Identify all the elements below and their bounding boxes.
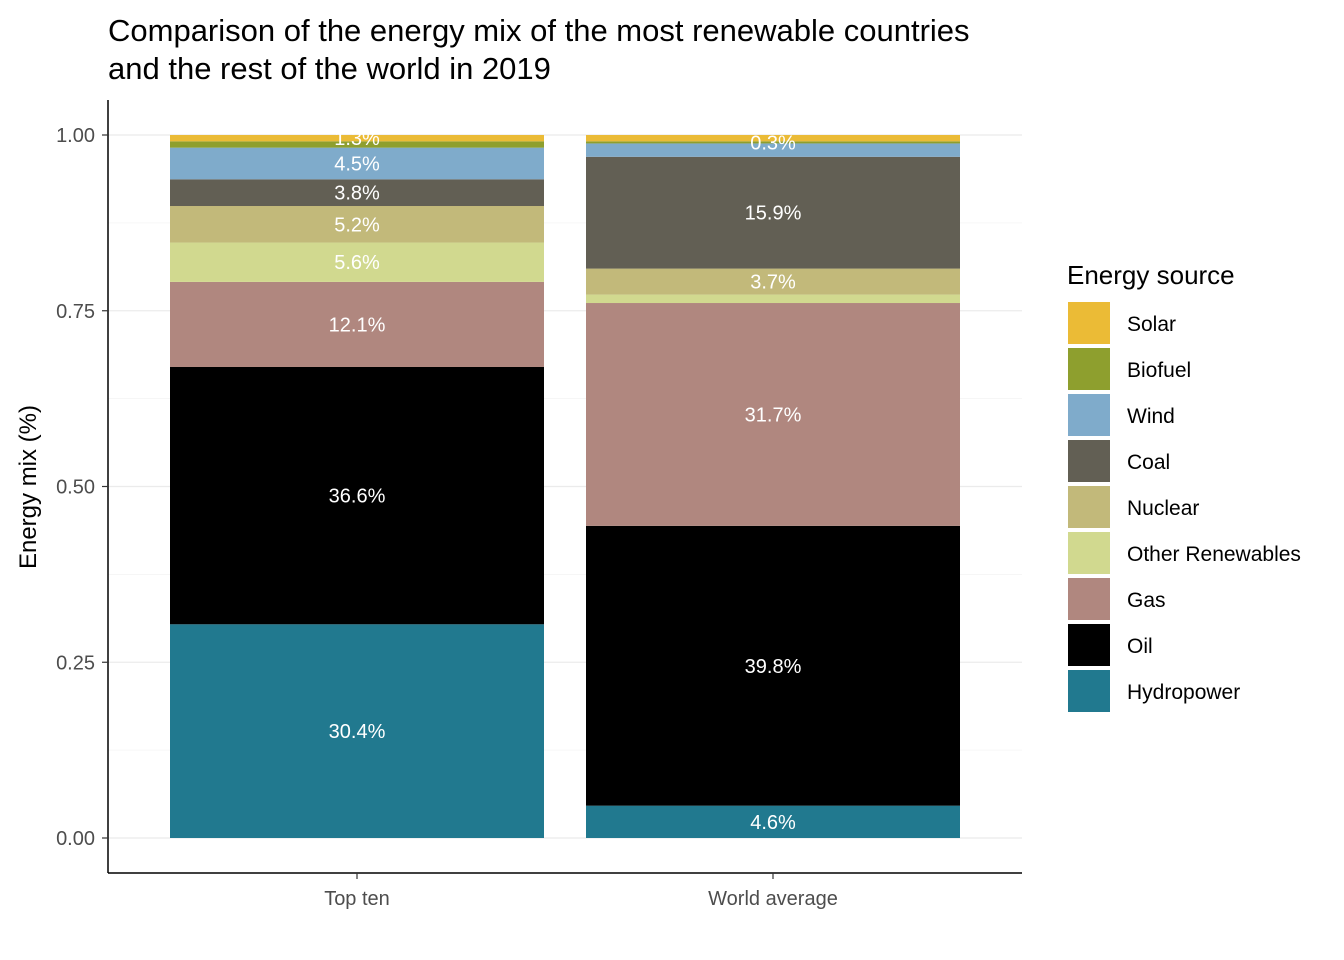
legend-swatch-oil [1068,624,1110,666]
x-tick-label-1: World average [708,888,838,910]
bar-segment-gas-1 [586,303,960,526]
bar-segment-biofuel-0 [170,141,544,148]
data-label-hydropower-0: 30.4% [329,721,386,743]
legend-label-other-renewables: Other Renewables [1127,543,1301,566]
y-tick-label-0: 0.00 [56,828,95,850]
legend-label-biofuel: Biofuel [1127,359,1191,382]
y-tick-label-2: 0.50 [56,477,95,499]
bar-segments [170,135,960,838]
bar-segment-other-renewables-1 [586,294,960,304]
legend-title: Energy source [1067,260,1235,290]
bar-segment-gas-0 [170,281,544,367]
data-label-gas-0: 12.1% [329,314,386,336]
axes: 0.00 0.25 0.50 0.75 1.00 Top ten World average [56,100,1022,910]
data-label-oil-0: 36.6% [329,486,386,508]
legend-label-gas: Gas [1127,589,1166,612]
data-label-nuclear-0: 5.2% [334,214,380,236]
legend-swatch-wind [1068,394,1110,436]
data-label-wind-0: 4.5% [334,153,380,175]
legend-swatch-hydropower [1068,670,1110,712]
y-tick-label-4: 1.00 [56,125,95,147]
legend-swatch-other-renewables [1068,532,1110,574]
legend-label-hydropower: Hydropower [1127,681,1240,704]
data-label-solar-0: 1.3% [334,128,380,150]
bar-segment-wind-0 [170,147,544,180]
legend-swatch-coal [1068,440,1110,482]
bar-segment-hydropower-0 [170,624,544,838]
bar-segment-biofuel-1 [586,141,960,144]
y-tick-label-1: 0.25 [56,652,95,674]
bar-segment-oil-0 [170,366,544,625]
data-label-nuclear-1: 3.7% [750,272,796,294]
bar-segment-nuclear-0 [170,206,544,243]
data-label-coal-1: 15.9% [745,203,802,225]
legend-swatch-solar [1068,302,1110,344]
y-axis-title: Energy mix (%) [15,405,42,569]
legend-label-oil: Oil [1127,635,1153,658]
data-label-biofuel-1: 0.3% [750,132,796,154]
legend-swatch-nuclear [1068,486,1110,528]
x-tick-label-0: Top ten [324,888,390,910]
data-label-coal-0: 3.8% [334,183,380,205]
chart-title-line-1: Comparison of the energy mix of the most… [108,13,970,48]
legend-swatch-biofuel [1068,348,1110,390]
legend-label-nuclear: Nuclear [1127,497,1199,520]
bar-segment-hydropower-1 [586,805,960,838]
bar-segment-solar-0 [170,135,544,142]
legend-label-wind: Wind [1127,405,1175,428]
bar-segment-wind-1 [586,143,960,157]
data-label-gas-1: 31.7% [745,404,802,426]
legend-swatch-gas [1068,578,1110,620]
bar-segment-nuclear-1 [586,268,960,295]
segment-labels: 30.4% 36.6% 12.1% 5.6% 5.2% 3.8% 4.5% 1.3% 4.6% 3… [329,128,802,834]
bar-segment-other-renewables-0 [170,242,544,282]
data-label-hydropower-1: 4.6% [750,812,796,834]
bar-segment-coal-0 [170,179,544,207]
data-label-oil-1: 39.8% [745,656,802,678]
y-tick-label-3: 0.75 [56,301,95,323]
data-label-other-renewables-0: 5.6% [334,252,380,274]
legend: Energy source Solar Biofuel Wind Coal Nuclea… [1067,260,1301,712]
chart-title-line-2: and the rest of the world in 2019 [108,51,551,86]
bar-segment-oil-1 [586,525,960,806]
legend-label-coal: Coal [1127,451,1170,474]
legend-label-solar: Solar [1127,313,1176,336]
bar-segment-coal-1 [586,156,960,269]
bar-segment-solar-1 [586,135,960,142]
